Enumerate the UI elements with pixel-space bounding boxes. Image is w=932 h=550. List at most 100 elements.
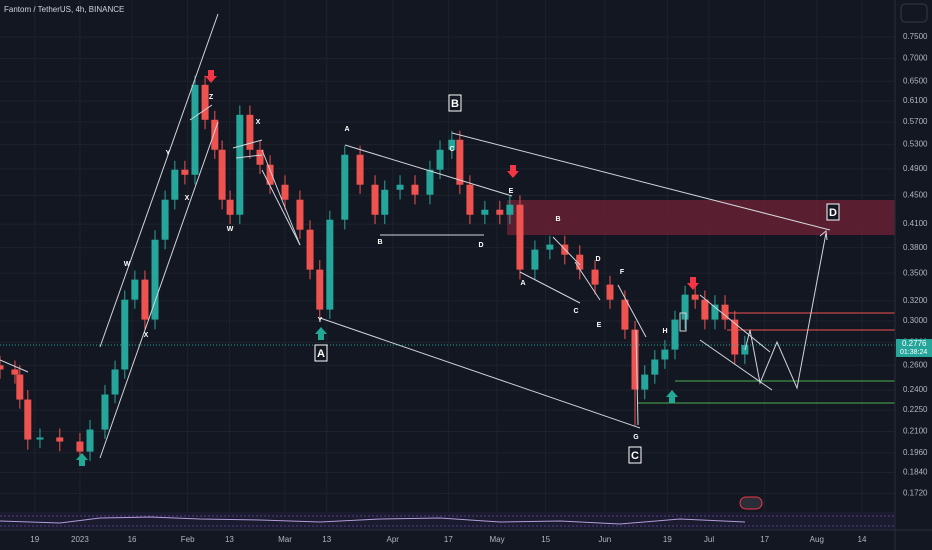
candle-body	[381, 189, 389, 215]
x-tick-label: Jun	[598, 535, 611, 544]
wave-label: W	[124, 261, 131, 268]
candle-body	[281, 184, 289, 200]
trendlines	[0, 13, 831, 459]
candle-body	[426, 169, 434, 195]
settings-button[interactable]	[900, 3, 928, 23]
x-tick-label: Aug	[810, 535, 824, 544]
candle-body	[218, 149, 226, 200]
candles	[0, 75, 895, 461]
x-tick-label: 13	[322, 535, 331, 544]
boxed-wave-label: A	[317, 348, 325, 360]
x-tick-label: Feb	[181, 535, 195, 544]
candle-body	[191, 84, 199, 175]
candle-body	[171, 169, 179, 200]
x-tick-label: 15	[541, 535, 550, 544]
candle-body	[631, 329, 639, 390]
candle-body	[101, 394, 109, 430]
wave-box	[448, 94, 462, 112]
candle-body	[121, 299, 129, 370]
boxed-wave-label: B	[451, 98, 459, 110]
y-tick-label: 0.1960	[903, 448, 928, 457]
candle-body	[16, 374, 24, 400]
indicator-pane	[0, 512, 895, 530]
last-price-label: 0.2776	[902, 339, 927, 348]
countdown-label: 01:38:24	[900, 349, 927, 356]
wave-label: X	[256, 119, 261, 126]
x-tick-label: 2023	[71, 535, 89, 544]
y-tick-label: 0.2600	[903, 360, 928, 369]
wave-box	[826, 203, 840, 221]
y-tick-label: 0.6100	[903, 96, 928, 105]
wave-label: A	[520, 280, 525, 287]
wave-label: D	[478, 242, 483, 249]
y-tick-label: 0.5700	[903, 117, 928, 126]
y-tick-label: 0.3000	[903, 316, 928, 325]
candle-body	[591, 269, 599, 285]
candle-body	[246, 114, 254, 150]
candle-body	[731, 319, 739, 355]
candle-body	[316, 269, 324, 310]
x-tick-label: 13	[225, 535, 234, 544]
candle-body	[341, 154, 349, 220]
candle-body	[226, 199, 234, 215]
candle-body	[211, 119, 219, 150]
x-tick-label: 14	[858, 535, 867, 544]
wave-box	[314, 344, 328, 362]
wave-label: X	[144, 332, 149, 339]
y-tick-label: 0.5300	[903, 140, 928, 149]
y-tick-label: 0.2250	[903, 405, 928, 414]
axes: 0.7500 0.7000 0.6500 0.6100 0.5700 0.5300 0.49…	[30, 32, 932, 544]
wave-label: C	[449, 146, 454, 153]
candle-body	[181, 169, 189, 175]
y-tick-label: 0.3500	[903, 268, 928, 277]
wave-box	[628, 446, 642, 464]
candle-body	[606, 284, 614, 300]
y-tick-label: 0.2100	[903, 427, 928, 436]
candle-body	[531, 249, 539, 270]
candle-body	[621, 299, 629, 330]
candle-body	[306, 229, 314, 270]
y-tick-label: 0.2400	[903, 385, 928, 394]
y-tick-label: 0.4100	[903, 219, 928, 228]
candle-body	[236, 114, 244, 215]
candle-body	[396, 184, 404, 190]
wave-label: C	[573, 308, 578, 315]
candle-body	[411, 184, 419, 195]
x-tick-label: Apr	[387, 535, 400, 544]
wave-label: E	[509, 188, 514, 195]
candle-body	[481, 209, 489, 215]
wave-label: X	[185, 195, 190, 202]
candle-body	[326, 219, 334, 310]
candle-body	[56, 437, 64, 442]
candle-body	[456, 139, 464, 185]
x-tick-label: 19	[663, 535, 672, 544]
x-tick-label: 17	[444, 535, 453, 544]
wave-label: B	[377, 239, 382, 246]
wave-label: Y	[318, 317, 323, 324]
candle-body	[681, 294, 689, 320]
boxed-wave-label: D	[829, 207, 837, 219]
candle-body	[86, 429, 94, 452]
x-tick-label: Jul	[704, 535, 714, 544]
candle-body	[256, 149, 264, 165]
wave-label: D	[595, 256, 600, 263]
candle-body	[131, 279, 139, 300]
candle-body	[651, 359, 659, 375]
y-tick-label: 0.1840	[903, 468, 928, 477]
wave-label: B	[555, 216, 560, 223]
y-tick-label: 0.1720	[903, 488, 928, 497]
candle-body	[546, 244, 554, 250]
wave-label: Y	[166, 150, 171, 157]
candle-body	[576, 254, 584, 270]
y-tick-label: 0.6500	[903, 76, 928, 85]
arrows	[76, 70, 699, 466]
boxed-wave-label: C	[631, 450, 639, 462]
last-price-tag	[896, 338, 932, 357]
wave-label: Z	[209, 94, 214, 101]
wave-label: W	[227, 226, 234, 233]
candle-body	[496, 209, 504, 215]
candle-body	[721, 304, 729, 320]
candle-body	[691, 294, 699, 300]
candle-body	[141, 279, 149, 320]
